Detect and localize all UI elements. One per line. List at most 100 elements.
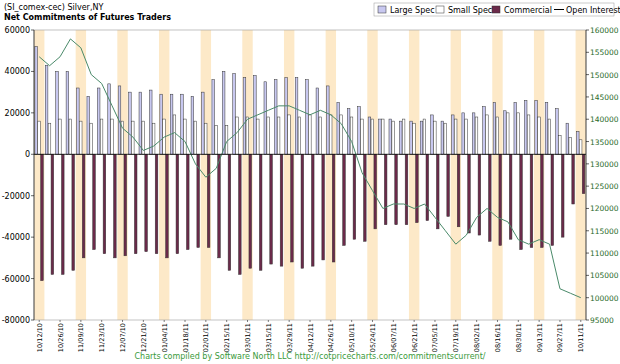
y-tick-label: 60000 — [5, 26, 30, 35]
y-tick — [31, 320, 34, 321]
y2-tick-label: 100000 — [590, 294, 619, 303]
bar — [506, 113, 509, 154]
bar — [264, 82, 267, 154]
band — [555, 30, 565, 320]
y2-tick-label: 150000 — [590, 71, 619, 80]
plot-frame — [34, 30, 586, 320]
bar — [256, 119, 259, 154]
y-tick-label: 40000 — [5, 67, 30, 76]
bar — [218, 154, 221, 258]
bar — [340, 115, 343, 154]
bar — [441, 121, 444, 154]
band — [159, 30, 169, 320]
bar — [243, 78, 246, 155]
bar — [399, 121, 402, 154]
bar — [56, 71, 59, 154]
x-tick — [559, 320, 560, 322]
y2-tick — [586, 230, 589, 231]
x-tick-label: 05/24/11 — [369, 323, 377, 352]
bar — [434, 121, 437, 154]
zero-line — [34, 154, 586, 155]
y-tick-label: -20000 — [2, 192, 30, 201]
y2-tick — [586, 253, 589, 254]
bar — [462, 113, 465, 154]
x-tick-label: 11/09/10 — [77, 323, 85, 352]
bar — [59, 119, 62, 154]
bar — [254, 76, 257, 155]
y-tick — [31, 195, 34, 196]
bar — [517, 113, 520, 154]
open-interest-line — [39, 39, 581, 298]
bar — [447, 154, 450, 216]
bar — [204, 123, 207, 154]
bar — [295, 78, 298, 155]
bar — [66, 71, 69, 154]
x-tick-label: 02/15/11 — [223, 323, 231, 352]
band — [221, 30, 231, 320]
band — [326, 30, 336, 320]
bar — [423, 119, 426, 154]
y2-tick — [586, 96, 589, 97]
title: (SI_comex-cec) Silver,NY — [4, 3, 103, 12]
bar — [298, 117, 301, 154]
footer: Charts compiled by Software North LLC ht… — [135, 352, 486, 361]
legend-label: Small Spec — [448, 6, 492, 15]
bar — [249, 154, 252, 268]
bar — [181, 94, 184, 154]
bar — [561, 154, 564, 237]
y-tick-label: -40000 — [2, 233, 30, 242]
bar — [41, 154, 44, 280]
x-tick-label: 10/26/10 — [57, 323, 65, 352]
bar — [361, 119, 364, 154]
bar — [545, 103, 548, 155]
band — [492, 30, 502, 320]
y2-tick — [586, 30, 589, 31]
x-tick — [518, 320, 519, 322]
bar — [374, 154, 377, 229]
bar — [475, 117, 478, 154]
legend-label: Large Spec — [390, 6, 435, 15]
x-tick — [539, 320, 540, 322]
legend-label: Open Interest — [566, 6, 620, 15]
bar — [426, 154, 429, 220]
bar — [311, 154, 314, 266]
bar — [579, 140, 582, 155]
x-tick — [60, 320, 61, 322]
bar — [416, 154, 419, 222]
y2-tick-label: 115000 — [590, 227, 619, 236]
band — [55, 30, 65, 320]
bar — [405, 154, 408, 224]
y2-tick-label: 120000 — [590, 204, 619, 213]
y2-tick-label: 110000 — [590, 249, 619, 258]
bar — [319, 117, 322, 154]
x-tick — [185, 320, 186, 322]
bar — [77, 88, 80, 154]
bar — [228, 154, 231, 270]
bar — [129, 92, 132, 154]
legend-swatch — [436, 6, 444, 13]
bar — [381, 119, 384, 154]
y-tick-label: -80000 — [2, 316, 30, 325]
x-tick-label: 03/29/11 — [286, 323, 294, 352]
bar — [486, 115, 489, 154]
x-tick-label: 06/07/11 — [390, 323, 398, 352]
bar — [82, 154, 85, 258]
x-tick — [164, 320, 165, 322]
bar — [559, 136, 562, 155]
bar — [301, 154, 304, 268]
bar — [51, 154, 54, 274]
x-tick-label: 03/01/11 — [244, 323, 252, 352]
x-tick-label: 10/12/10 — [36, 323, 44, 352]
x-tick — [268, 320, 269, 322]
bar — [556, 109, 559, 155]
legend-swatch — [492, 6, 500, 13]
legend-swatch — [378, 6, 386, 13]
bar — [155, 154, 158, 253]
x-tick — [226, 320, 227, 322]
x-tick-label: 09/13/11 — [536, 323, 544, 352]
y-tick-label: -60000 — [2, 275, 30, 284]
bar — [551, 154, 554, 245]
y2-tick — [586, 141, 589, 142]
y-tick — [31, 112, 34, 113]
bar — [239, 154, 242, 274]
